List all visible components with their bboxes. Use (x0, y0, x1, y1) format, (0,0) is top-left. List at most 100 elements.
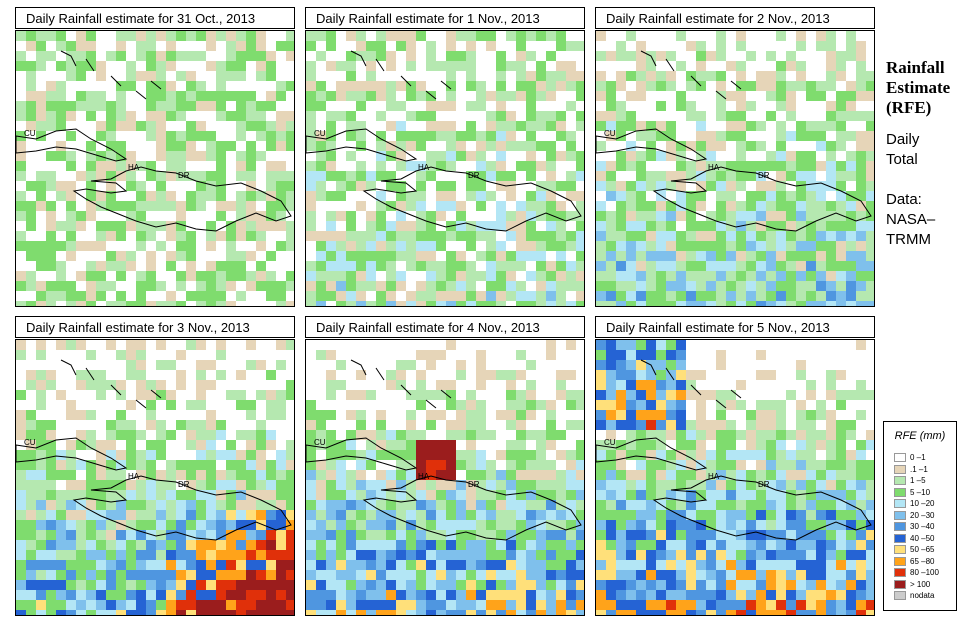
rainfall-cell (646, 241, 656, 251)
rainfall-cell (776, 560, 786, 570)
rainfall-cell (706, 600, 716, 610)
rainfall-cell (86, 440, 96, 450)
rainfall-cell (516, 420, 526, 430)
rainfall-cell (166, 41, 176, 51)
rainfall-cell (336, 470, 346, 480)
rainfall-cell (436, 241, 446, 251)
rainfall-cell (456, 281, 466, 291)
rainfall-cell (416, 161, 426, 171)
rainfall-cell (56, 121, 66, 131)
rainfall-cell (806, 430, 816, 440)
rainfall-cell (366, 550, 376, 560)
rainfall-cell (776, 31, 786, 41)
rainfall-cell (636, 450, 646, 460)
rainfall-cell (376, 510, 386, 520)
rainfall-cell (626, 510, 636, 520)
rainfall-cell (46, 231, 56, 241)
rainfall-cell (366, 580, 376, 590)
rainfall-cell (386, 261, 396, 271)
rainfall-cell (566, 71, 576, 81)
rainfall-cell (566, 390, 576, 400)
rainfall-cell (786, 201, 796, 211)
rainfall-cell (456, 600, 466, 610)
rainfall-cell (726, 61, 736, 71)
rainfall-cell (756, 570, 766, 580)
rainfall-cell (576, 121, 584, 131)
rainfall-cell (696, 161, 706, 171)
rainfall-cell (616, 51, 626, 61)
rainfall-cell (26, 71, 36, 81)
rainfall-cell (236, 191, 246, 201)
rainfall-cell (106, 510, 116, 520)
rainfall-cell (826, 560, 836, 570)
rainfall-cell (436, 161, 446, 171)
rainfall-cell (136, 480, 146, 490)
rainfall-cell (806, 221, 816, 231)
rainfall-cell (346, 540, 356, 550)
rainfall-cell (726, 590, 736, 600)
rainfall-cell (386, 610, 396, 615)
rainfall-cell (706, 261, 716, 271)
rainfall-cell (606, 181, 616, 191)
rainfall-cell (716, 51, 726, 61)
rainfall-cell (536, 141, 546, 151)
rainfall-cell (786, 211, 796, 221)
rainfall-cell (466, 301, 476, 306)
rainfall-cell (186, 131, 196, 141)
rainfall-cell (606, 271, 616, 281)
daily-text: Daily (886, 131, 920, 148)
rainfall-cell (196, 201, 206, 211)
rainfall-cell (196, 570, 206, 580)
rainfall-cell (426, 570, 436, 580)
rainfall-cell (116, 450, 126, 460)
rainfall-cell (426, 101, 436, 111)
rainfall-cell (336, 281, 346, 291)
rainfall-cell (186, 241, 196, 251)
rainfall-cell (746, 221, 756, 231)
rainfall-cell (206, 151, 216, 161)
rainfall-cell (76, 560, 86, 570)
rainfall-cell (506, 31, 516, 41)
rainfall-cell (86, 550, 96, 560)
rainfall-cell (716, 610, 726, 615)
rainfall-cell (446, 131, 456, 141)
rainfall-cell (846, 221, 856, 231)
rainfall-cell (376, 241, 386, 251)
rainfall-cell (826, 271, 836, 281)
rainfall-cell (836, 600, 846, 610)
rainfall-cell (536, 121, 546, 131)
rainfall-cell (746, 470, 756, 480)
rainfall-cell (826, 241, 836, 251)
rainfall-cell (186, 400, 196, 410)
rainfall-cell (186, 580, 196, 590)
rainfall-cell (86, 261, 96, 271)
rainfall-cell (756, 181, 766, 191)
rainfall-cell (706, 181, 716, 191)
rainfall-cell (76, 171, 86, 181)
rainfall-cell (276, 600, 286, 610)
rainfall-cell (86, 211, 96, 221)
rainfall-cell (506, 171, 516, 181)
map-label-haiti: HA (708, 163, 720, 172)
rainfall-cell (96, 560, 106, 570)
rainfall-cell (86, 480, 96, 490)
rainfall-cell (686, 460, 696, 470)
rainfall-cell (526, 71, 536, 81)
rainfall-cell (376, 171, 386, 181)
rainfall-cell (856, 490, 866, 500)
rainfall-cell (626, 31, 636, 41)
rainfall-cell (816, 251, 826, 261)
rainfall-cell (406, 540, 416, 550)
rainfall-cell (286, 81, 294, 91)
rainfall-cell (56, 490, 66, 500)
rainfall-cell (256, 41, 266, 51)
rainfall-cell (396, 500, 406, 510)
rainfall-cell (676, 301, 686, 306)
rainfall-cell (506, 440, 516, 450)
rainfall-cell (536, 91, 546, 101)
rainfall-cell (396, 530, 406, 540)
rainfall-cell (776, 61, 786, 71)
rainfall-cell (716, 440, 726, 450)
rainfall-cell (36, 380, 46, 390)
rainfall-cell (496, 610, 506, 615)
